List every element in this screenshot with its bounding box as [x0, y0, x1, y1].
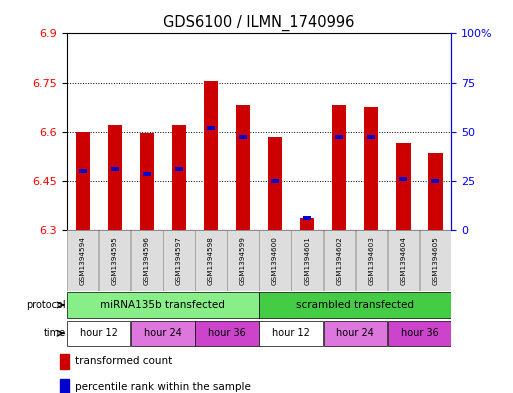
Bar [396, 143, 410, 230]
Text: hour 12: hour 12 [80, 328, 117, 338]
Bar [172, 125, 186, 230]
Bar [431, 179, 439, 183]
Bar [332, 105, 346, 230]
Bar [356, 230, 387, 291]
Text: hour 24: hour 24 [337, 328, 374, 338]
Bar [207, 127, 215, 130]
Bar [67, 230, 98, 291]
Text: miRNA135b transfected: miRNA135b transfected [101, 300, 225, 310]
Bar [291, 230, 323, 291]
Bar [131, 230, 163, 291]
Bar [140, 133, 154, 230]
Bar [131, 321, 194, 346]
Bar [143, 172, 151, 176]
Bar [336, 135, 343, 139]
Bar [99, 230, 130, 291]
Bar [67, 321, 130, 346]
Bar [175, 167, 183, 171]
Text: protocol: protocol [27, 300, 66, 310]
Text: GSM1394596: GSM1394596 [144, 236, 150, 285]
Text: GSM1394594: GSM1394594 [80, 236, 86, 285]
Title: GDS6100 / ILMN_1740996: GDS6100 / ILMN_1740996 [163, 15, 355, 31]
Bar [260, 230, 291, 291]
Bar [79, 169, 87, 173]
Bar [260, 321, 323, 346]
Text: GSM1394604: GSM1394604 [400, 236, 406, 285]
Bar [227, 230, 259, 291]
Bar [163, 230, 194, 291]
Bar [259, 292, 451, 318]
Text: time: time [44, 328, 66, 338]
Text: GSM1394601: GSM1394601 [304, 236, 310, 285]
Bar [236, 105, 250, 230]
Text: GSM1394599: GSM1394599 [240, 236, 246, 285]
Bar [388, 321, 451, 346]
Bar [364, 107, 379, 230]
Text: GSM1394603: GSM1394603 [368, 236, 374, 285]
Text: GSM1394598: GSM1394598 [208, 236, 214, 285]
Bar [303, 216, 311, 220]
Bar [204, 81, 218, 230]
Bar [367, 135, 375, 139]
Text: hour 12: hour 12 [272, 328, 310, 338]
Bar [75, 132, 90, 230]
Text: hour 36: hour 36 [208, 328, 246, 338]
Bar [67, 292, 259, 318]
Bar [61, 379, 69, 393]
Text: GSM1394597: GSM1394597 [176, 236, 182, 285]
Text: transformed count: transformed count [75, 356, 173, 366]
Bar [195, 230, 227, 291]
Bar [324, 321, 387, 346]
Text: hour 36: hour 36 [401, 328, 438, 338]
Bar [420, 230, 451, 291]
Text: hour 24: hour 24 [144, 328, 182, 338]
Text: scrambled transfected: scrambled transfected [296, 300, 415, 310]
Bar [195, 321, 259, 346]
Bar [268, 136, 282, 230]
Text: percentile rank within the sample: percentile rank within the sample [75, 382, 251, 392]
Bar [388, 230, 419, 291]
Bar [300, 219, 314, 230]
Text: GSM1394600: GSM1394600 [272, 236, 278, 285]
Text: GSM1394605: GSM1394605 [432, 236, 439, 285]
Bar [239, 135, 247, 139]
Bar [111, 167, 119, 171]
Bar [400, 177, 407, 181]
Bar [428, 153, 443, 230]
Bar [61, 354, 69, 369]
Bar [108, 125, 122, 230]
Text: GSM1394595: GSM1394595 [112, 236, 118, 285]
Bar [324, 230, 355, 291]
Text: GSM1394602: GSM1394602 [336, 236, 342, 285]
Bar [271, 179, 279, 183]
